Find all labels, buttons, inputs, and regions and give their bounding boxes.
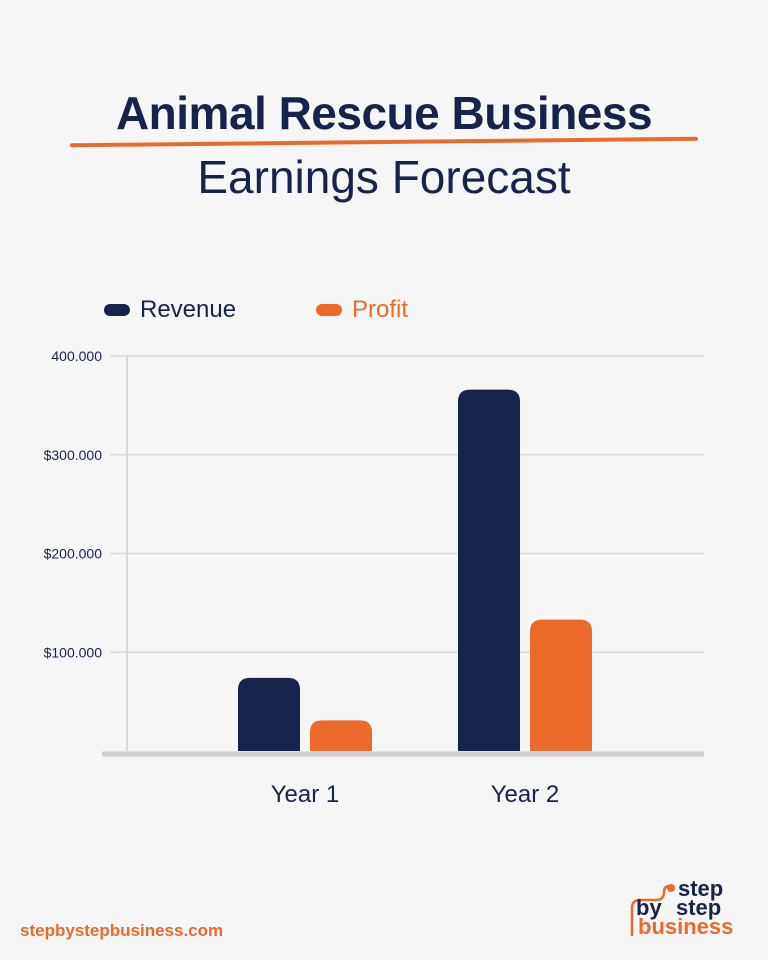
bar-profit-1 [310,720,372,751]
brand-logo: step by step business [622,878,748,940]
chart-subtitle: Earnings Forecast [197,151,571,203]
y-tick-label-0: $100.000 [44,644,103,660]
legend-swatch-profit [316,304,342,316]
logo-word-by: by [636,895,662,920]
logo-word-step: step [678,876,724,901]
footer-url[interactable]: stepbystepbusiness.com [20,921,224,940]
logo-stroke-icon [630,884,671,936]
bar-profit-2 [530,619,592,751]
legend-item-revenue: Revenue [104,296,236,324]
legend-label-profit: Profit [352,296,409,323]
logo-word-business: business [638,914,734,939]
bar-chart: $100.000 $200.000 $300.000 400.000 Year 1 Yea… [44,348,704,808]
bar-revenue-1 [238,677,300,751]
x-tick-label-1: Year 1 [271,781,340,808]
logo-dot-icon [667,884,675,892]
chart-title: Animal Rescue Business [115,87,653,139]
y-tick-label-1: $200.000 [44,546,103,562]
legend-swatch-revenue [104,304,130,316]
y-tick-label-3: 400.000 [51,348,102,364]
x-tick-label-2: Year 2 [491,781,560,808]
y-tick-label-2: $300.000 [44,447,103,463]
legend-label-revenue: Revenue [140,296,237,323]
legend-item-profit: Profit [316,296,408,324]
bar-revenue-2 [458,389,520,751]
logo-word-step-2: step [676,895,722,920]
